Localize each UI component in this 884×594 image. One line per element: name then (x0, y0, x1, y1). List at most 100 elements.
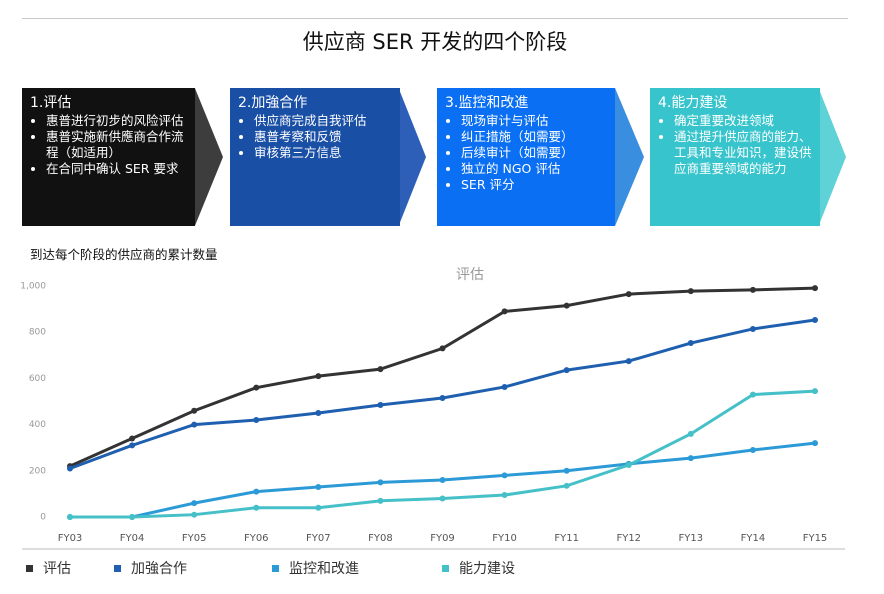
x-tick-label: FY12 (616, 533, 641, 544)
stage: 1.评估惠普进行初步的风险评估惠普实施新供應商合作流程（如适用）在合同中确认 S… (22, 88, 223, 226)
data-point (191, 407, 198, 414)
data-point (501, 383, 508, 390)
x-tick-label: FY14 (741, 533, 766, 544)
data-point (129, 435, 136, 442)
data-point (253, 416, 260, 423)
stage-title: 2.加強合作 (238, 95, 308, 111)
data-point (315, 410, 322, 417)
data-point (812, 440, 818, 447)
bullet-list: 惠普进行初步的风险评估惠普实施新供應商合作流程（如适用）在合同中确认 SER 要… (30, 113, 189, 177)
data-point (439, 495, 446, 502)
bullet-list: 确定重要改进领域通过提升供应商的能力、工具和专业知识，建设供应商重要领域的能力 (658, 113, 814, 177)
data-point (687, 455, 694, 462)
legend-label: 监控和改進 (289, 561, 359, 577)
data-point (749, 447, 756, 454)
y-tick-label: 800 (29, 328, 46, 338)
data-point (625, 291, 632, 298)
legend-item: 评估 (26, 558, 71, 578)
y-tick-label: 0 (40, 513, 46, 523)
stage-box: 4.能力建设确定重要改进领域通过提升供应商的能力、工具和专业知识，建设供应商重要… (650, 88, 820, 226)
top-rule (22, 18, 848, 19)
bullet: 纠正措施（如需要） (461, 129, 609, 145)
legend-swatch (26, 564, 33, 572)
data-point (501, 492, 508, 499)
stage-title: 1.评估 (30, 95, 72, 111)
x-tick-label: FY07 (306, 533, 331, 544)
data-point (377, 366, 384, 373)
series-line (69, 318, 816, 470)
bullet: 惠普考察和反馈 (254, 129, 394, 145)
legend-swatch (442, 564, 449, 572)
data-point (563, 367, 570, 374)
data-point (812, 388, 818, 395)
x-tick-label: FY15 (803, 533, 828, 544)
stage-box: 1.评估惠普进行初步的风险评估惠普实施新供應商合作流程（如适用）在合同中确认 S… (22, 88, 195, 226)
stage-box: 3.监控和改進现场审计与评估纠正措施（如需要）后续审计（如需要）独立的 NGO … (437, 88, 615, 226)
series-line (69, 286, 816, 468)
data-point (377, 401, 384, 408)
legend-label: 能力建设 (459, 561, 515, 577)
y-tick-label: 200 (29, 466, 46, 476)
y-tick-label: 600 (29, 374, 46, 384)
data-point (67, 465, 73, 472)
bullet: 惠普进行初步的风险评估 (46, 113, 189, 129)
data-point (687, 340, 694, 347)
legend-label: 评估 (43, 561, 71, 577)
data-point (253, 384, 260, 391)
bullet-list: 供应商完成自我评估惠普考察和反馈审核第三方信息 (238, 113, 394, 161)
data-point (563, 482, 570, 489)
legend-swatch (272, 564, 279, 572)
x-tick-label: FY08 (368, 533, 393, 544)
bullet: 现场审计与评估 (461, 113, 609, 129)
data-point (812, 316, 818, 323)
data-point (563, 302, 570, 309)
chart-subtitle: 到达每个阶段的供应商的累计数量 (30, 247, 218, 262)
data-point (315, 504, 322, 511)
x-tick-label: FY10 (492, 533, 517, 544)
stage-title: 4.能力建设 (658, 95, 728, 111)
bullet: 在合同中确认 SER 要求 (46, 161, 189, 177)
page-title: 供应商 SER 开发的四个阶段 (302, 30, 568, 54)
data-point (191, 511, 198, 518)
chart-title: 评估 (456, 267, 484, 283)
x-tick-label: FY09 (430, 533, 455, 544)
data-point (253, 504, 260, 511)
data-point (501, 308, 508, 315)
x-tick-label: FY06 (244, 533, 269, 544)
x-tick-label: FY04 (120, 533, 145, 544)
legend-item: 能力建设 (442, 558, 515, 578)
data-point (67, 514, 73, 520)
legend-label: 加強合作 (131, 561, 187, 577)
data-point (315, 373, 322, 380)
x-tick-label: FY13 (679, 533, 704, 544)
y-tick-label: 1,000 (20, 282, 46, 292)
data-point (191, 421, 198, 428)
data-point (129, 442, 136, 449)
bullet: 独立的 NGO 评估 (461, 161, 609, 177)
data-point (315, 483, 322, 490)
bullet-list: 现场审计与评估纠正措施（如需要）后续审计（如需要）独立的 NGO 评估SER 评… (445, 113, 609, 193)
data-point (812, 285, 818, 292)
x-tick-label: FY11 (554, 533, 579, 544)
bullet: 惠普实施新供應商合作流程（如适用） (46, 129, 189, 161)
data-point (749, 391, 756, 398)
data-point (501, 472, 508, 479)
stage-title: 3.监控和改進 (445, 95, 529, 111)
bullet: 通过提升供应商的能力、工具和专业知识，建设供应商重要领域的能力 (674, 129, 814, 177)
data-point (191, 500, 198, 507)
data-point (439, 477, 446, 484)
data-point (129, 514, 136, 520)
data-point (439, 345, 446, 352)
data-point (377, 497, 384, 504)
data-point (563, 467, 570, 474)
legend-item: 监控和改進 (272, 558, 359, 578)
bullet: 审核第三方信息 (254, 145, 394, 161)
bullet: 后续审计（如需要） (461, 145, 609, 161)
data-point (625, 358, 632, 365)
stage: 4.能力建设确定重要改进领域通过提升供应商的能力、工具和专业知识，建设供应商重要… (650, 88, 846, 226)
stage-box: 2.加強合作供应商完成自我评估惠普考察和反馈审核第三方信息 (230, 88, 400, 226)
data-point (687, 288, 694, 295)
legend-item: 加強合作 (114, 558, 187, 578)
data-point (377, 479, 384, 486)
